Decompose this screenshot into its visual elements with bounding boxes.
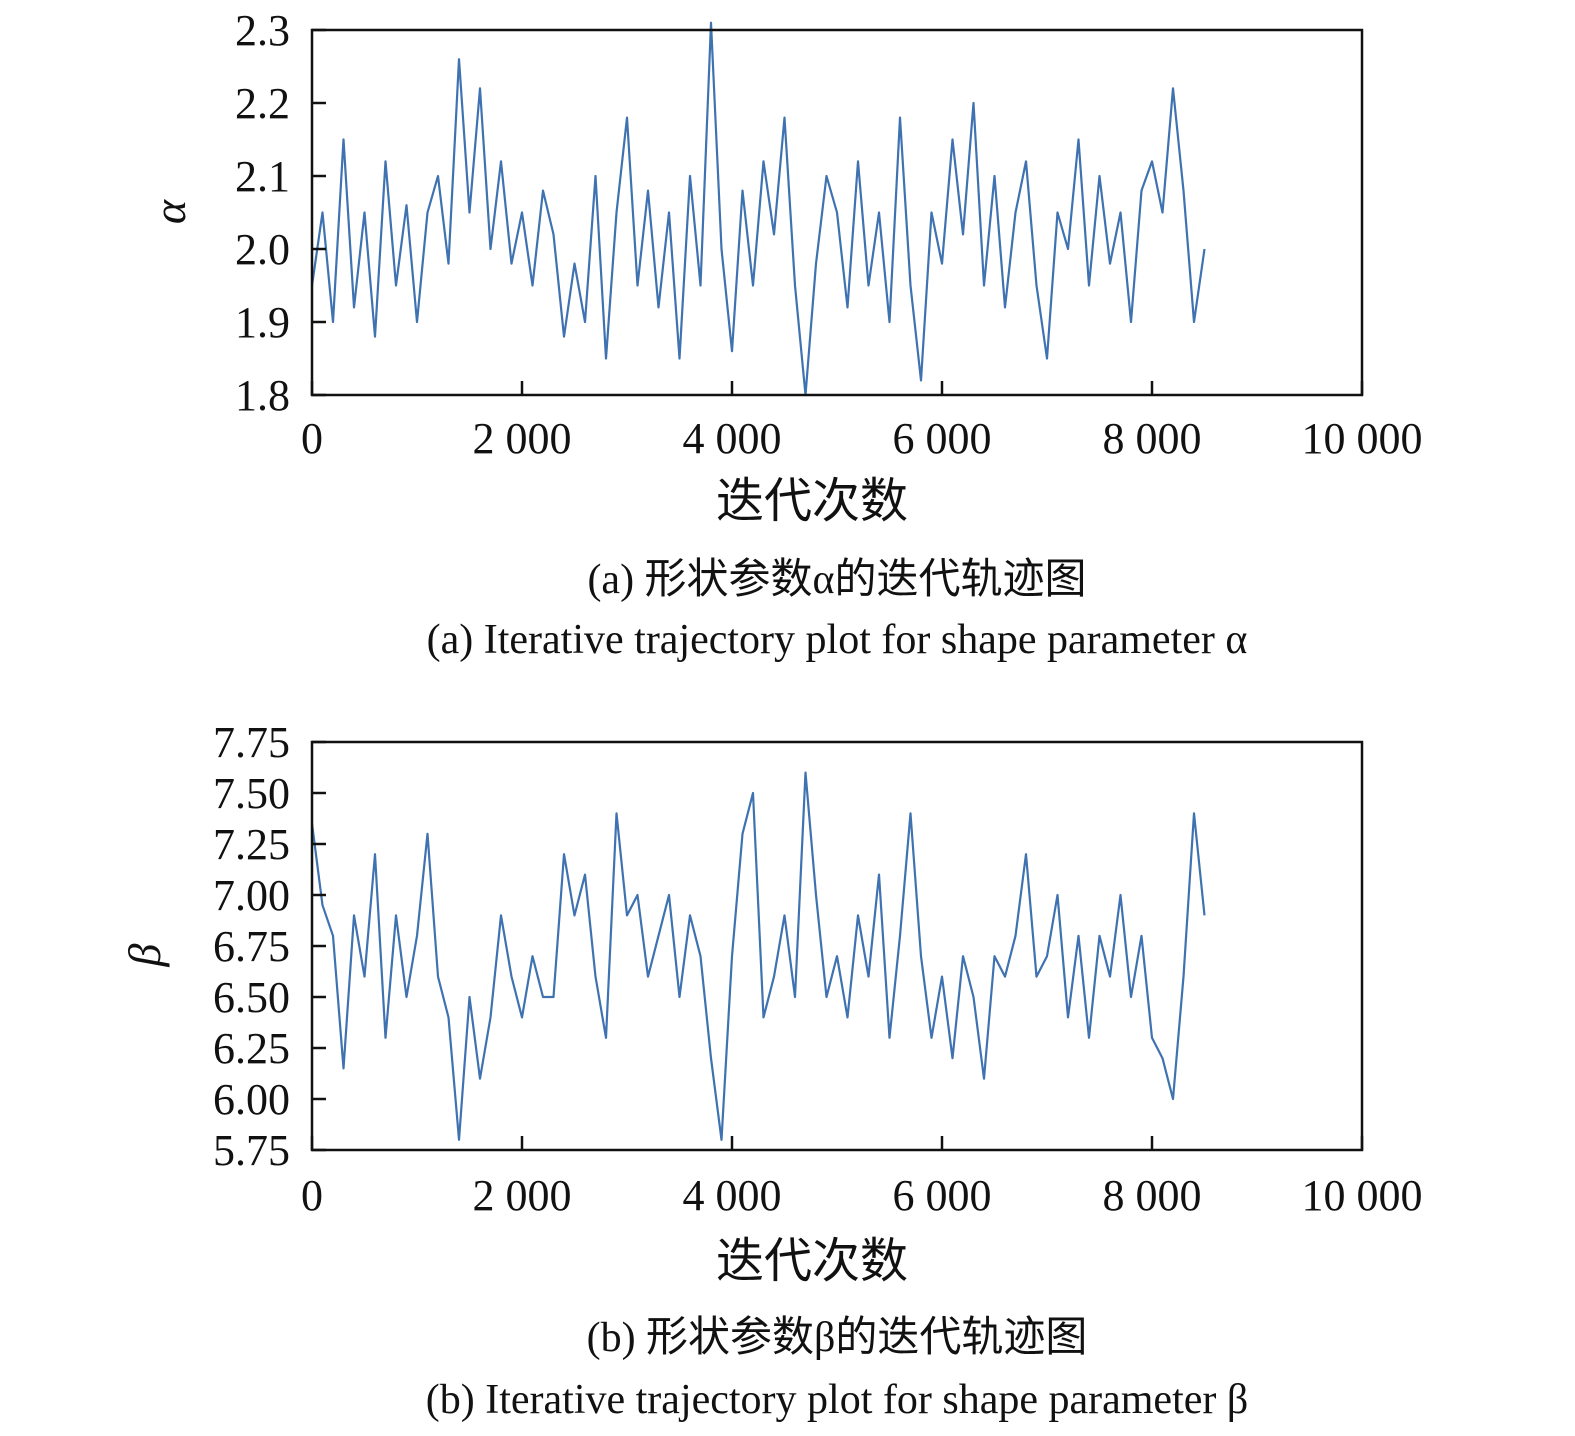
y-tick-label-b: 6.75 [213, 922, 290, 971]
x-tick-label-a: 2 000 [473, 414, 572, 463]
series-line-b [310, 771, 1206, 1141]
y-tick-label-a: 2.2 [235, 79, 290, 128]
x-tick-label-b: 2 000 [473, 1171, 572, 1220]
x-axis-label-b: 迭代次数 [716, 1235, 908, 1288]
x-tick-label-a: 4 000 [683, 414, 782, 463]
y-tick-label-a: 1.9 [235, 298, 290, 347]
y-tick-label-a: 2.3 [235, 6, 290, 55]
y-tick-label-b: 5.75 [213, 1126, 290, 1175]
y-tick-label-b: 7.50 [213, 769, 290, 818]
y-tick-label-b: 7.25 [213, 820, 290, 869]
y-tick-label-a: 2.0 [235, 225, 290, 274]
plot-frame-b [310, 740, 1364, 1152]
y-tick-label-a: 2.1 [235, 152, 290, 201]
x-tick-label-b: 4 000 [683, 1171, 782, 1220]
y-tick-label-b: 6.00 [213, 1075, 290, 1124]
y-tick-label-b: 6.25 [213, 1024, 290, 1073]
caption-en-a: (a) Iterative trajectory plot for shape … [427, 617, 1248, 663]
x-tick-label-a: 0 [301, 414, 323, 463]
plot-frame-a [310, 28, 1364, 397]
y-tick-label-b: 7.00 [213, 871, 290, 920]
y-tick-label-a: 1.8 [235, 371, 290, 420]
y-axis-label-a: α [144, 199, 195, 224]
caption-cn-b: (b) 形状参数β的迭代轨迹图 [587, 1314, 1088, 1361]
x-tick-label-a: 6 000 [893, 414, 992, 463]
x-tick-label-b: 10 000 [1302, 1171, 1423, 1220]
x-axis-label-a: 迭代次数 [716, 475, 908, 528]
x-tick-label-b: 0 [301, 1171, 323, 1220]
x-tick-label-a: 8 000 [1103, 414, 1202, 463]
y-tick-label-b: 7.75 [213, 718, 290, 767]
y-axis-label-b: β [119, 943, 170, 967]
caption-en-b: (b) Iterative trajectory plot for shape … [426, 1377, 1248, 1423]
series-line-a [310, 21, 1206, 397]
x-tick-label-b: 8 000 [1103, 1171, 1202, 1220]
x-tick-label-a: 10 000 [1302, 414, 1423, 463]
x-tick-label-b: 6 000 [893, 1171, 992, 1220]
caption-cn-a: (a) 形状参数α的迭代轨迹图 [587, 556, 1086, 603]
y-tick-label-b: 6.50 [213, 973, 290, 1022]
